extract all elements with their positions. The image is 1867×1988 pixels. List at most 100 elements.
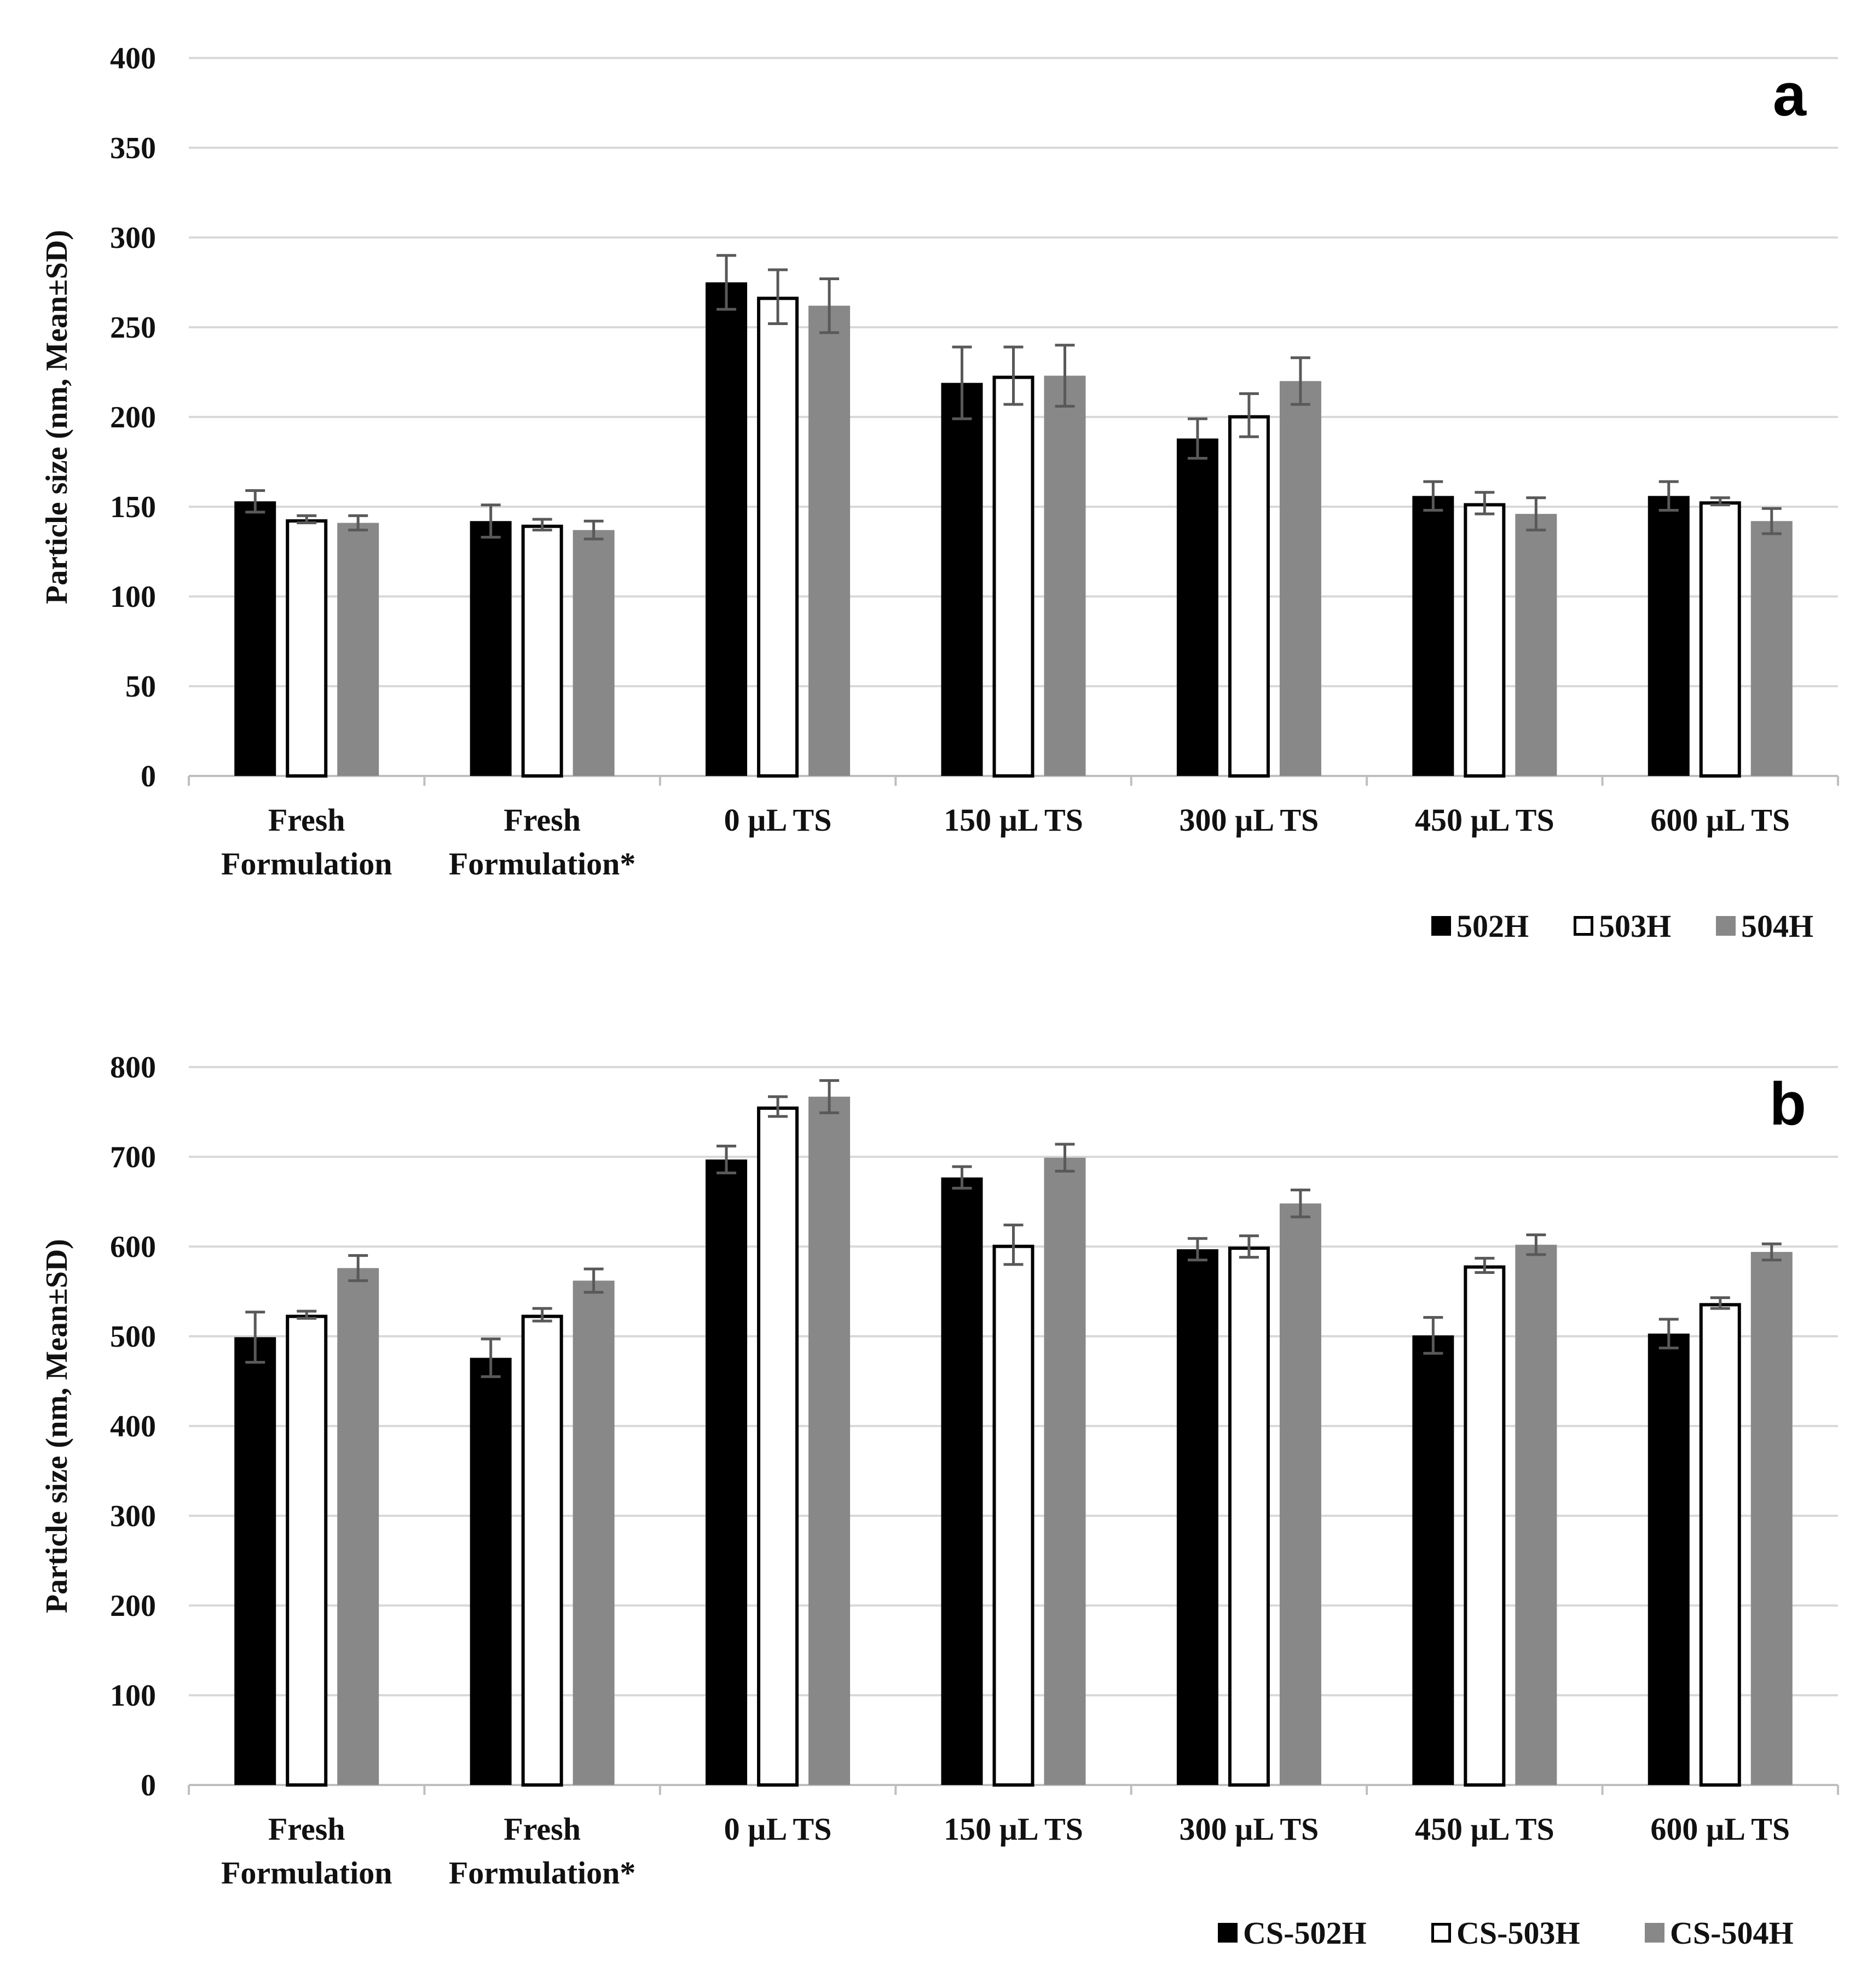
error-bar (532, 518, 552, 532)
bar-cs-502h (941, 1177, 983, 1785)
y-tick-label: 350 (110, 131, 156, 165)
legend-swatch-503h (1574, 916, 1593, 936)
error-bar (1239, 1234, 1259, 1259)
legend-swatch-cs-503h (1431, 1923, 1451, 1943)
bar-503h (1464, 503, 1506, 778)
bar-cs-504h (1279, 1203, 1321, 1785)
bar-cs-504h (337, 1268, 379, 1785)
error-bar (1290, 356, 1310, 406)
error-bar (1710, 1296, 1730, 1310)
error-bar (583, 1267, 604, 1294)
bar-cs-503h (757, 1106, 799, 1787)
bar-502h (941, 382, 983, 776)
y-tick-label: 400 (110, 1410, 156, 1444)
x-category-label: 150 µL TS (944, 802, 1083, 838)
bar-503h (1228, 415, 1270, 778)
legend-swatch-cs-502h (1218, 1923, 1238, 1943)
y-tick-label: 100 (110, 1679, 156, 1713)
legend-swatch-cs-504h (1645, 1923, 1664, 1943)
bar-cs-502h (706, 1159, 748, 1785)
y-tick-label: 300 (110, 1499, 156, 1533)
y-tick-label: 0 (141, 1769, 156, 1802)
legend-label: CS-503H (1456, 1915, 1580, 1951)
bar-cs-503h (992, 1244, 1034, 1787)
error-bar (1710, 496, 1730, 507)
panel-label: a (1773, 61, 1807, 129)
error-bar (1290, 1189, 1310, 1219)
error-bar (952, 1165, 972, 1190)
bar-cs-504h (1750, 1251, 1793, 1785)
bar-cs-503h (521, 1314, 563, 1787)
y-tick-label: 50 (125, 670, 156, 704)
error-bar (716, 1144, 737, 1175)
panel-label: b (1770, 1070, 1806, 1138)
error-bar (348, 1254, 368, 1282)
error-bar (1423, 480, 1443, 512)
error-bar (1055, 344, 1075, 408)
error-bar (532, 1307, 552, 1323)
bar-502h (234, 501, 276, 776)
y-axis-title: Particle size (nm, Mean±SD) (40, 1239, 74, 1613)
bar-502h (470, 521, 512, 776)
y-tick-label: 800 (110, 1051, 156, 1085)
bar-502h (1412, 496, 1454, 776)
bar-503h (521, 524, 563, 778)
error-bar (819, 1079, 840, 1115)
x-category-label: Fresh (268, 802, 345, 838)
bar-502h (1176, 438, 1218, 776)
legend-label: 504H (1741, 908, 1813, 944)
bar-503h (757, 297, 799, 778)
legend-swatch-502h (1431, 916, 1451, 936)
y-tick-label: 500 (110, 1320, 156, 1354)
bar-cs-502h (1648, 1334, 1690, 1785)
error-bar (1658, 480, 1679, 512)
legend-label: 503H (1599, 908, 1671, 944)
x-category-label: Fresh (268, 1811, 345, 1847)
x-category-label: 300 µL TS (1180, 802, 1319, 838)
error-bar (1187, 1237, 1207, 1262)
legend-label: 502H (1456, 908, 1529, 944)
x-category-label: Fresh (504, 802, 581, 838)
error-bar (481, 1337, 501, 1378)
legend-label: CS-502H (1243, 1915, 1367, 1951)
bar-502h (706, 282, 748, 776)
error-bar (952, 345, 972, 420)
x-category-label: 450 µL TS (1415, 802, 1554, 838)
y-tick-label: 300 (110, 221, 156, 255)
bar-cs-502h (470, 1358, 512, 1785)
bar-cs-503h (1464, 1265, 1506, 1787)
error-bar (297, 514, 317, 525)
error-bar (1187, 417, 1207, 460)
bar-504h (573, 530, 615, 776)
bar-cs-502h (1412, 1335, 1454, 1785)
x-category-label: 600 µL TS (1650, 802, 1790, 838)
error-bar (1526, 1233, 1546, 1256)
error-bar (1003, 345, 1024, 406)
x-category-label: 600 µL TS (1650, 1811, 1790, 1847)
y-tick-label: 700 (110, 1140, 156, 1174)
error-bar (348, 514, 368, 532)
error-bar (1761, 1242, 1782, 1262)
error-bar (1055, 1143, 1075, 1173)
error-bar (1475, 491, 1495, 515)
x-category-label: Formulation (221, 1855, 392, 1891)
y-tick-label: 200 (110, 1589, 156, 1623)
bar-504h (1279, 381, 1321, 776)
error-bar (245, 489, 265, 514)
bar-cs-504h (1515, 1244, 1557, 1785)
bar-cs-504h (808, 1097, 851, 1785)
error-bar (1526, 496, 1546, 532)
legend-label: CS-504H (1670, 1915, 1794, 1951)
x-category-label: 0 µL TS (724, 1811, 832, 1847)
legend-swatch-504h (1716, 916, 1736, 936)
x-category-label: Formulation* (449, 1855, 636, 1891)
chart-a: 0 50 100 150 200 250 300 350 400 Particle size (n… (40, 42, 1839, 944)
y-tick-label: 0 (141, 760, 156, 793)
error-bar (768, 1095, 788, 1118)
error-bar (1239, 392, 1259, 438)
x-category-label: 150 µL TS (944, 1811, 1083, 1847)
y-tick-label: 600 (110, 1230, 156, 1264)
error-bar (716, 254, 737, 311)
bar-504h (1515, 514, 1557, 776)
